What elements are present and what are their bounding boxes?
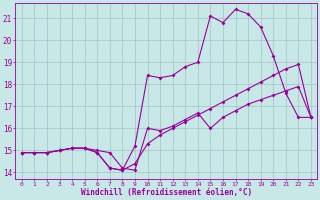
X-axis label: Windchill (Refroidissement éolien,°C): Windchill (Refroidissement éolien,°C) [81, 188, 252, 197]
